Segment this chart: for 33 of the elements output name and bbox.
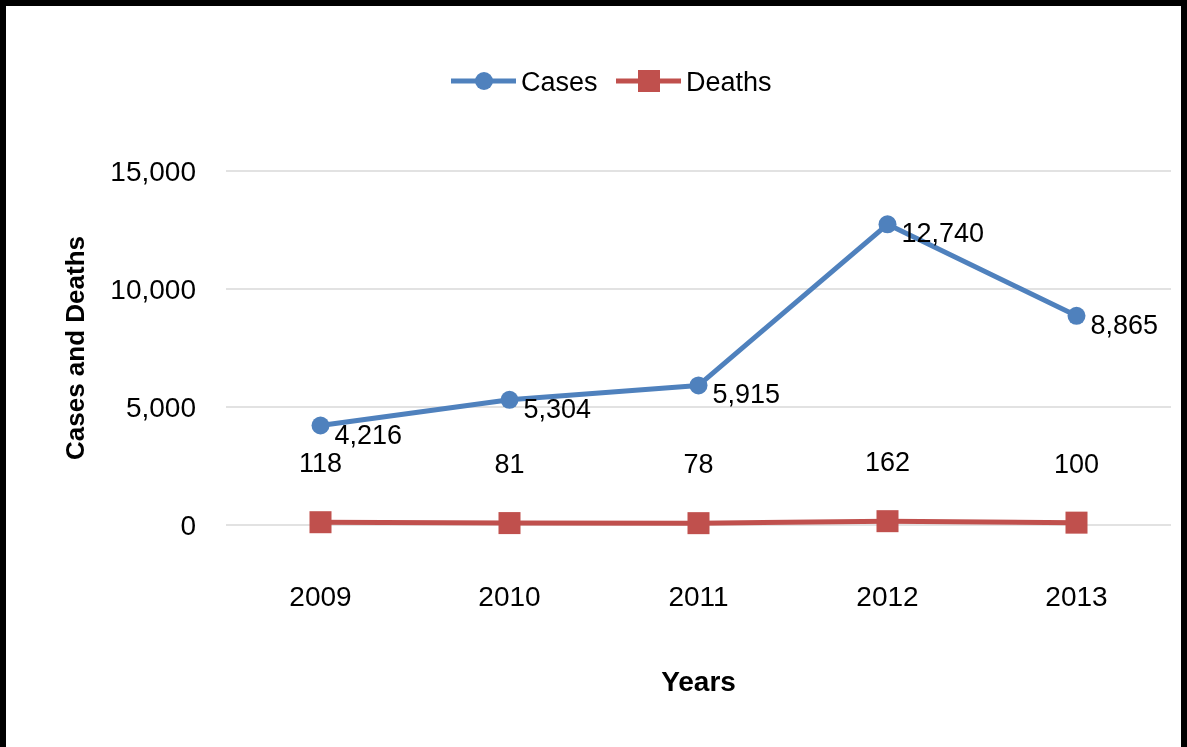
data-label: 162 — [864, 447, 911, 478]
data-label: 100 — [1053, 448, 1100, 479]
point — [876, 510, 899, 533]
data-label: 81 — [494, 449, 525, 480]
x-axis-title: Years — [661, 666, 736, 697]
y-axis-title: Cases and Deaths — [60, 236, 90, 460]
data-label: 8,865 — [1090, 309, 1159, 340]
y-tick-label: 5,000 — [125, 392, 196, 423]
point — [687, 512, 710, 535]
point — [311, 416, 330, 435]
data-label: 5,304 — [523, 393, 592, 424]
y-tick-label: 10,000 — [110, 274, 196, 305]
legend-label: Cases — [521, 67, 598, 97]
data-label: 78 — [683, 449, 714, 480]
legend-label: Deaths — [686, 67, 772, 97]
y-tick-label: 15,000 — [110, 156, 196, 187]
point — [309, 511, 332, 534]
data-label: 12,740 — [901, 218, 985, 249]
x-tick-label: 2009 — [289, 581, 352, 612]
x-tick-label: 2013 — [1045, 581, 1108, 612]
y-tick-label: 0 — [180, 510, 196, 541]
data-label: 4,216 — [334, 419, 403, 450]
point — [1065, 511, 1088, 534]
x-tick-label: 2011 — [668, 581, 729, 612]
x-tick-label: 2010 — [478, 581, 541, 612]
data-label: 118 — [298, 448, 343, 479]
data-label: 5,915 — [712, 379, 781, 410]
x-tick-label: 2012 — [856, 581, 919, 612]
point — [689, 376, 708, 395]
point — [500, 390, 519, 409]
point — [1067, 306, 1086, 325]
point — [498, 512, 521, 535]
point — [878, 215, 897, 234]
